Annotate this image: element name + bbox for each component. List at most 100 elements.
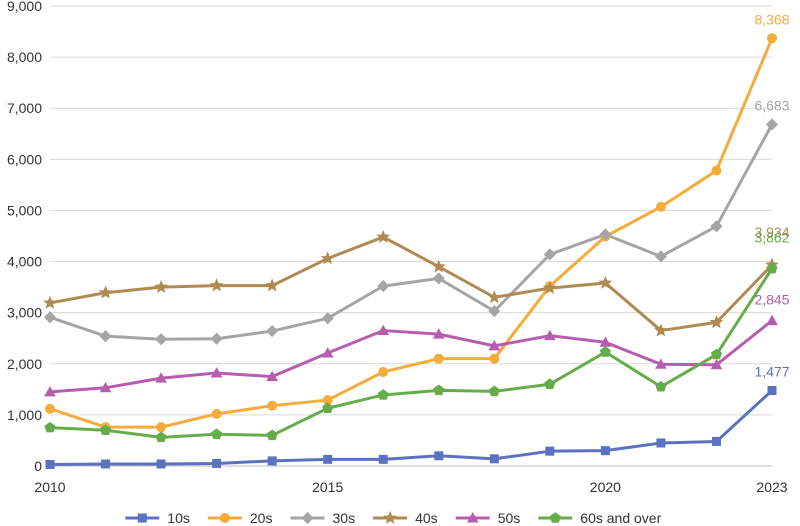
data-point (710, 220, 723, 233)
data-point (487, 290, 502, 304)
data-point (44, 386, 56, 397)
data-point (710, 348, 723, 360)
data-point (432, 272, 445, 285)
data-point (156, 459, 166, 469)
x-tick-label: 2020 (590, 479, 621, 495)
legend-marker (219, 513, 230, 523)
x-axis: 2010 2015 2020 2023 (34, 465, 788, 495)
legend-marker (549, 512, 561, 523)
data-point (431, 259, 446, 273)
data-point (322, 402, 334, 413)
data-label: 3,934 (754, 224, 789, 240)
data-point (376, 229, 391, 243)
data-point (767, 33, 777, 44)
data-point (377, 389, 389, 400)
gridlines (50, 5, 772, 467)
data-point (766, 262, 778, 274)
legend-marker (301, 511, 314, 525)
data-point (156, 422, 167, 433)
data-point (320, 251, 335, 265)
data-point (434, 451, 444, 461)
data-point (98, 285, 113, 299)
x-tick-label: 2010 (34, 479, 65, 495)
data-point (709, 315, 724, 329)
data-point (710, 358, 723, 370)
series-line (49, 37, 774, 429)
data-point (711, 436, 721, 446)
data-point (211, 428, 223, 440)
data-point (433, 353, 444, 364)
data-point (545, 446, 555, 456)
data-point (489, 353, 500, 364)
data-point (767, 386, 777, 396)
legend-marker (383, 510, 397, 524)
series-lines (49, 37, 774, 466)
data-point (600, 446, 610, 456)
data-point (378, 454, 388, 464)
data-point (323, 454, 333, 464)
data-point (377, 324, 390, 336)
y-tick-label: 5,000 (7, 202, 42, 218)
data-point (711, 165, 722, 176)
y-tick-label: 4,000 (7, 254, 42, 270)
data-label: 1,477 (754, 364, 789, 380)
x-tick-label: 2023 (756, 479, 787, 495)
y-tick-label: 3,000 (7, 305, 42, 321)
data-point (212, 458, 222, 468)
data-point (765, 118, 779, 131)
y-tick-label: 0 (34, 458, 42, 474)
data-point (656, 438, 666, 448)
data-point (654, 323, 668, 337)
data-point (267, 400, 278, 411)
data-point (154, 279, 168, 293)
data-point (544, 378, 556, 389)
data-point (266, 324, 279, 338)
data-point (43, 311, 57, 324)
data-label: 8,368 (754, 11, 789, 27)
data-point (488, 305, 501, 318)
legend-label: 20s (250, 510, 273, 526)
data-point (655, 201, 666, 212)
data-point (45, 459, 55, 469)
data-point (44, 421, 56, 433)
data-point (377, 280, 390, 293)
data-point (655, 358, 667, 369)
data-point (99, 424, 112, 435)
y-tick-label: 7,000 (7, 100, 42, 116)
data-point (45, 403, 55, 414)
legend-label: 10s (167, 510, 190, 526)
legend-marker (137, 513, 147, 523)
data-point (432, 328, 445, 339)
data-point (210, 332, 223, 345)
data-point (543, 248, 556, 261)
data-labels: 1,477 8,368 6,683 3,934 2,845 3,862 (754, 11, 789, 379)
legend: 10s 20s 30s 40s 50s 60s and over (125, 510, 662, 526)
data-label: 2,845 (754, 292, 789, 308)
data-point (599, 228, 612, 241)
data-label: 3,862 (754, 230, 789, 246)
legend-label: 40s (415, 510, 438, 526)
data-point (433, 384, 445, 396)
data-point (488, 385, 500, 397)
legend-marker (466, 512, 479, 523)
data-point (654, 250, 667, 263)
series-line (49, 389, 774, 466)
series-line (49, 123, 774, 341)
x-tick-label: 2015 (312, 479, 343, 495)
y-tick-label: 6,000 (7, 151, 42, 167)
series-line (49, 235, 774, 333)
data-point (488, 340, 501, 351)
data-label: 6,683 (754, 97, 789, 113)
data-point (321, 347, 334, 358)
legend-label: 50s (498, 510, 521, 526)
data-point (211, 408, 222, 419)
data-point (655, 380, 667, 392)
data-point (543, 329, 556, 341)
legend-label: 60s and over (580, 510, 661, 526)
data-point (598, 275, 613, 289)
y-tick-label: 8,000 (7, 49, 42, 65)
data-point (99, 381, 112, 393)
data-point (265, 278, 279, 292)
series-line (49, 319, 773, 394)
